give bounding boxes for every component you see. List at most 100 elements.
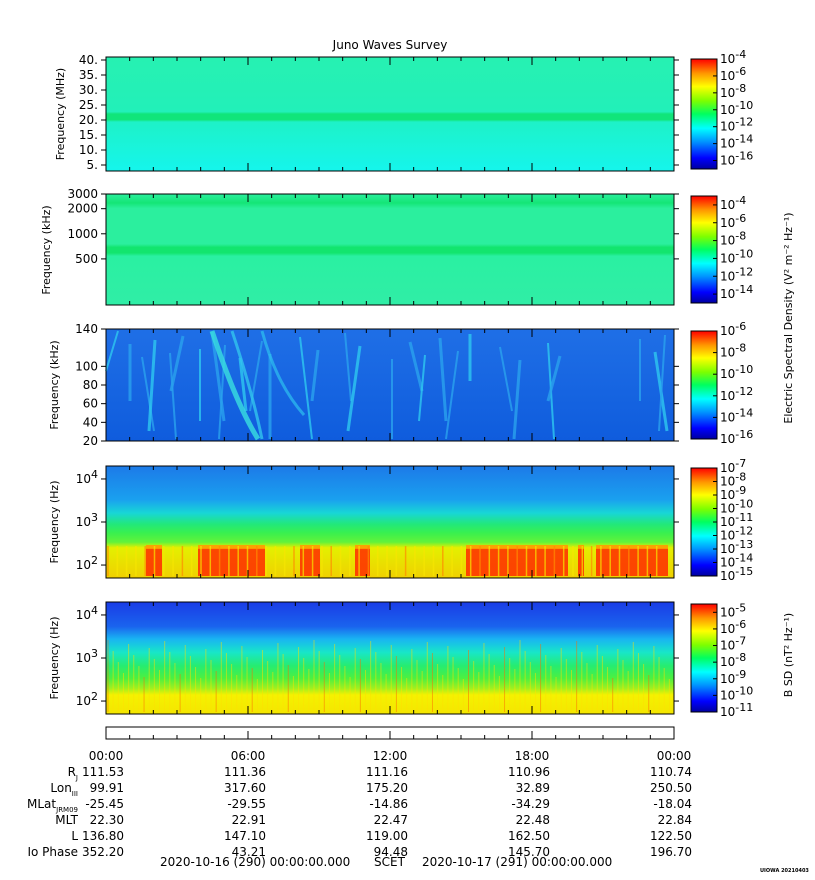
colorbar-tick-label: 10-12 bbox=[720, 385, 753, 403]
emission-streak bbox=[344, 332, 352, 402]
emission-streak bbox=[141, 356, 155, 432]
emission-streak bbox=[499, 346, 513, 412]
colorbar-tick-label: 10-10 bbox=[720, 498, 753, 516]
footer-scet-label: SCET bbox=[374, 855, 406, 869]
emission-streak bbox=[238, 357, 248, 412]
colorbar-tick-label: 10-14 bbox=[720, 133, 753, 151]
panel-lfr-low-b: 104 103 102 Frequency (Hz) bbox=[48, 601, 679, 715]
emission-streak bbox=[169, 352, 177, 440]
colorbar-tick-label: 10-8 bbox=[720, 82, 746, 100]
x-tick-label: 12:00 bbox=[373, 749, 408, 763]
ephemeris-value: 147.10 bbox=[224, 829, 266, 843]
colorbar-tick-label: 10-7 bbox=[720, 635, 746, 653]
emission-arc bbox=[230, 330, 264, 440]
ephemeris-value: 22.84 bbox=[658, 813, 692, 827]
colorbar-tick-label: 10-6 bbox=[720, 618, 746, 636]
x-tick-label: 00:00 bbox=[89, 749, 124, 763]
colorbar-label-electric: Electric Spectral Density (V² m⁻² Hz⁻¹) bbox=[782, 212, 795, 423]
x-tick-label: 00:00 bbox=[657, 749, 692, 763]
ephemeris-value: -29.55 bbox=[227, 797, 266, 811]
emission-streak bbox=[299, 336, 313, 440]
ephemeris-value: 22.30 bbox=[90, 813, 124, 827]
colorbar-tick-label: 10-6 bbox=[720, 320, 746, 338]
colorbar-tick-label: 10-11 bbox=[720, 701, 753, 719]
y-axis-label-hz: Frequency (Hz) bbox=[48, 617, 61, 700]
ephemeris-value: -25.45 bbox=[85, 797, 124, 811]
y-tick-label: 40 bbox=[83, 415, 98, 429]
panel-hfr-high: 40.35.30.25.20.15.10.5. Frequency (MHz) bbox=[54, 53, 679, 172]
colorbar-tick-label: 10-4 bbox=[720, 48, 746, 66]
emission-streaks bbox=[105, 330, 669, 441]
ephemeris-value: 136.80 bbox=[82, 829, 124, 843]
y-ticks-hfr-high: 40.35.30.25.20.15.10.5. bbox=[79, 53, 679, 172]
y-tick-label: 25. bbox=[79, 98, 98, 112]
intensity-bursts bbox=[107, 545, 668, 576]
ephemeris-value: 22.91 bbox=[232, 813, 266, 827]
ephemeris-value: 119.00 bbox=[366, 829, 408, 843]
colorbar-tick-label: 10-8 bbox=[720, 471, 746, 489]
colorbar-tick-label: 10-11 bbox=[720, 511, 753, 529]
y-tick-label: 103 bbox=[76, 511, 98, 529]
y-tick-label: 3000 bbox=[67, 187, 98, 201]
colorbar-tick-label: 10-10 bbox=[720, 247, 753, 265]
colorbar-label-magnetic: B SD (nT² Hz⁻¹) bbox=[782, 613, 795, 697]
colorbar-tick-label: 10-14 bbox=[720, 552, 753, 570]
y-ticks-lfr-low-b: 104 103 102 bbox=[76, 602, 679, 714]
colorbar-tick-label: 10-16 bbox=[720, 428, 753, 446]
footer-credit: UIOWA 20210403 bbox=[760, 868, 809, 874]
y-tick-label: 40. bbox=[79, 53, 98, 67]
y-tick-label: 20. bbox=[79, 113, 98, 127]
y-tick-label: 5. bbox=[87, 158, 98, 172]
ephemeris-value: 196.70 bbox=[650, 845, 692, 859]
colorbar-tick-label: 10-9 bbox=[720, 484, 746, 502]
spectrogram-lfr-high bbox=[106, 329, 674, 441]
ephemeris-value: 317.60 bbox=[224, 781, 266, 795]
ephemeris-value: 32.89 bbox=[516, 781, 550, 795]
colorbar-tick-label: 10-10 bbox=[720, 99, 753, 117]
x-tick-label: 06:00 bbox=[231, 749, 266, 763]
colorbar-tick-label: 10-6 bbox=[720, 212, 746, 230]
colorbar-tick-label: 10-15 bbox=[720, 565, 753, 583]
colorbar-tick-label: 10-7 bbox=[720, 457, 746, 475]
emission-arc bbox=[209, 330, 261, 441]
ephemeris-label: RJ bbox=[68, 765, 78, 782]
ephemeris-value: 175.20 bbox=[366, 781, 408, 795]
colorbar-tick-label: 10-12 bbox=[720, 265, 753, 283]
emission-streak bbox=[346, 345, 362, 432]
y-tick-label: 140 bbox=[75, 322, 98, 336]
footer-end-time: 2020-10-17 (291) 00:00:00.000 bbox=[422, 855, 612, 869]
ephemeris-value: -14.86 bbox=[369, 797, 408, 811]
y-tick-label: 100 bbox=[75, 359, 98, 373]
y-tick-label: 104 bbox=[76, 604, 98, 622]
colorbar-tick-label: 10-16 bbox=[720, 150, 753, 168]
colorbar bbox=[690, 603, 718, 713]
colorbar-tick-label: 10-9 bbox=[720, 668, 746, 686]
ephemeris-label: MLatJRM09 bbox=[27, 797, 78, 814]
y-axis-label-khz: Frequency (kHz) bbox=[40, 205, 53, 294]
colorbar-tick-label: 10-8 bbox=[720, 342, 746, 360]
emission-streak bbox=[512, 359, 522, 440]
ephemeris-value: 94.48 bbox=[374, 845, 408, 859]
colorbar-tick-label: 10-6 bbox=[720, 65, 746, 83]
spectrogram-hfr-low bbox=[106, 194, 674, 305]
colorbar-tick-label: 10-8 bbox=[720, 230, 746, 248]
emission-streak bbox=[169, 335, 185, 392]
colorbar-tick-label: 10-12 bbox=[720, 525, 753, 543]
intensity-burst bbox=[300, 548, 320, 576]
intensity-burst-edge bbox=[596, 545, 668, 549]
y-tick-label: 35. bbox=[79, 68, 98, 82]
ephemeris-label: MLT bbox=[55, 813, 78, 827]
x-ticks: 00:00 06:00 12:00 18:00 00:00 bbox=[89, 731, 692, 763]
ephemeris-value: 111.36 bbox=[224, 765, 266, 779]
colorbar-tick-label: 10-12 bbox=[720, 116, 753, 134]
ephemeris-table: RJ 111.53 111.36 111.16 110.96 110.74 LonIII 99… bbox=[27, 765, 692, 859]
y-tick-label: 30. bbox=[79, 83, 98, 97]
emission-streak bbox=[438, 337, 448, 422]
ephemeris-value: 22.48 bbox=[516, 813, 550, 827]
y-axis-label-khz: Frequency (kHz) bbox=[48, 340, 61, 429]
ephemeris-value: 111.53 bbox=[82, 765, 124, 779]
magnetic-spikes bbox=[107, 640, 670, 712]
ephemeris-value: 122.50 bbox=[650, 829, 692, 843]
ephemeris-value: 111.16 bbox=[366, 765, 408, 779]
